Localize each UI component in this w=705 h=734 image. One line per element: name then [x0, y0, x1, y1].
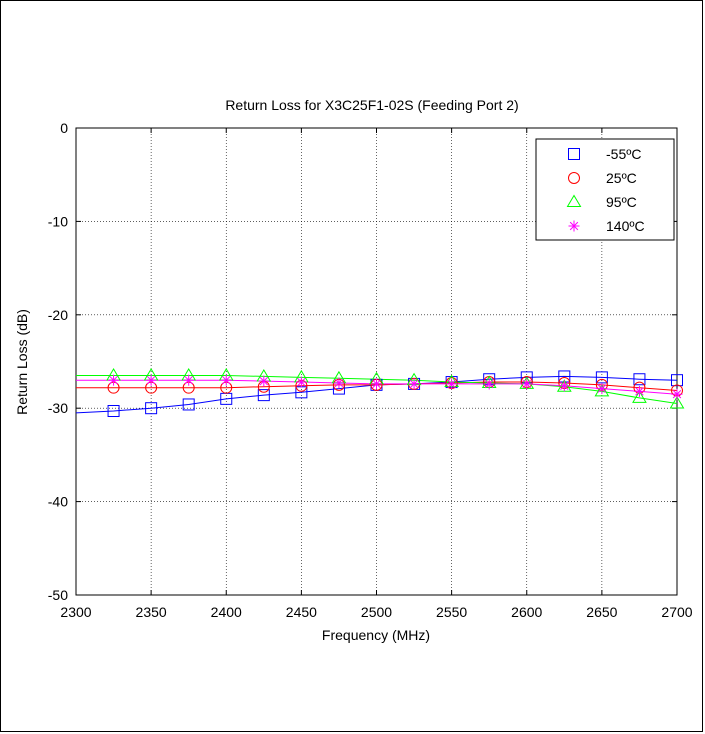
series-4-point	[596, 383, 608, 395]
legend-marker-3	[566, 194, 582, 207]
series-1-point	[633, 373, 646, 386]
star-stroke	[484, 379, 494, 389]
legend-label-3: 95ºC	[606, 194, 637, 210]
series-1-point	[595, 371, 608, 384]
star-stroke	[259, 376, 269, 386]
star-stroke	[372, 379, 381, 389]
star-stroke	[635, 387, 644, 396]
legend-marker-2	[568, 172, 580, 184]
legend-marker-4	[568, 220, 580, 232]
series-4-point	[521, 378, 533, 390]
x-tick-label: 2300	[60, 604, 91, 620]
series-1-point	[257, 389, 270, 402]
star-stroke	[297, 377, 306, 387]
star-stroke	[447, 379, 456, 389]
series-1-point	[182, 398, 195, 411]
star-stroke	[109, 375, 118, 385]
y-tick-label: 0	[60, 120, 68, 136]
series-4-point	[108, 374, 120, 386]
series-3-point	[632, 390, 647, 403]
legend-box	[535, 138, 675, 241]
star-stroke	[672, 389, 682, 399]
axis-ticks	[75, 127, 678, 596]
star-stroke	[334, 378, 344, 388]
series-4-point	[333, 377, 345, 389]
x-tick-label: 2700	[661, 604, 692, 620]
legend-label-2: 25ºC	[606, 170, 637, 186]
y-tick-label: -20	[48, 307, 68, 323]
series-4-point	[483, 378, 495, 390]
y-tick-label: -40	[48, 494, 68, 510]
y-tick-labels: 0 -10 -20 -30 -40 -50	[48, 120, 68, 603]
series-4-point	[371, 378, 382, 390]
x-tick-label: 2550	[436, 604, 467, 620]
star-stroke	[146, 375, 156, 385]
grid-lines	[76, 128, 677, 595]
star-stroke	[522, 379, 531, 389]
star-stroke	[409, 379, 419, 389]
series-4-point	[145, 374, 157, 386]
legend: -55ºC 25ºC 95ºC 140ºC	[535, 138, 675, 241]
y-tick-label: -30	[48, 400, 68, 416]
x-tick-label: 2600	[511, 604, 542, 620]
series-4-point	[183, 374, 195, 386]
y-tick-label: -50	[48, 587, 68, 603]
legend-marker-1	[568, 148, 580, 160]
series-4-point	[671, 388, 683, 400]
x-tick-label: 2450	[286, 604, 317, 620]
star-stroke	[222, 375, 231, 385]
x-tick-label: 2400	[211, 604, 242, 620]
x-tick-label: 2500	[361, 604, 392, 620]
x-tick-label: 2650	[586, 604, 617, 620]
y-axis-label: Return Loss (dB)	[14, 309, 30, 415]
series-4-point	[295, 376, 307, 388]
series-markers	[106, 368, 685, 418]
star-stroke	[560, 381, 569, 390]
series-3-point	[669, 396, 685, 409]
series-4-point	[258, 375, 270, 387]
series-1-point	[671, 374, 683, 387]
series-1-point	[145, 402, 158, 415]
series-4-point	[633, 385, 645, 397]
x-tick-labels: 2300 2350 2400 2450 2500 2550 2600 2650 2700	[60, 604, 692, 620]
series-1-point	[107, 405, 120, 418]
series-4-point	[558, 380, 570, 392]
y-tick-label: -10	[48, 213, 68, 229]
legend-label-4: 140ºC	[606, 218, 645, 234]
star-stroke	[184, 375, 193, 385]
star-stroke	[597, 384, 607, 393]
legend-label-1: -55ºC	[606, 146, 641, 162]
star-stroke	[569, 221, 579, 231]
chart-title: Return Loss for X3C25F1-02S (Feeding Por…	[225, 97, 518, 113]
series-4-point	[408, 378, 420, 390]
x-tick-label: 2350	[136, 604, 167, 620]
series-4-point	[446, 378, 458, 390]
series-3-point	[594, 383, 610, 397]
series-4-point	[220, 374, 232, 386]
x-axis-label: Frequency (MHz)	[322, 627, 430, 643]
